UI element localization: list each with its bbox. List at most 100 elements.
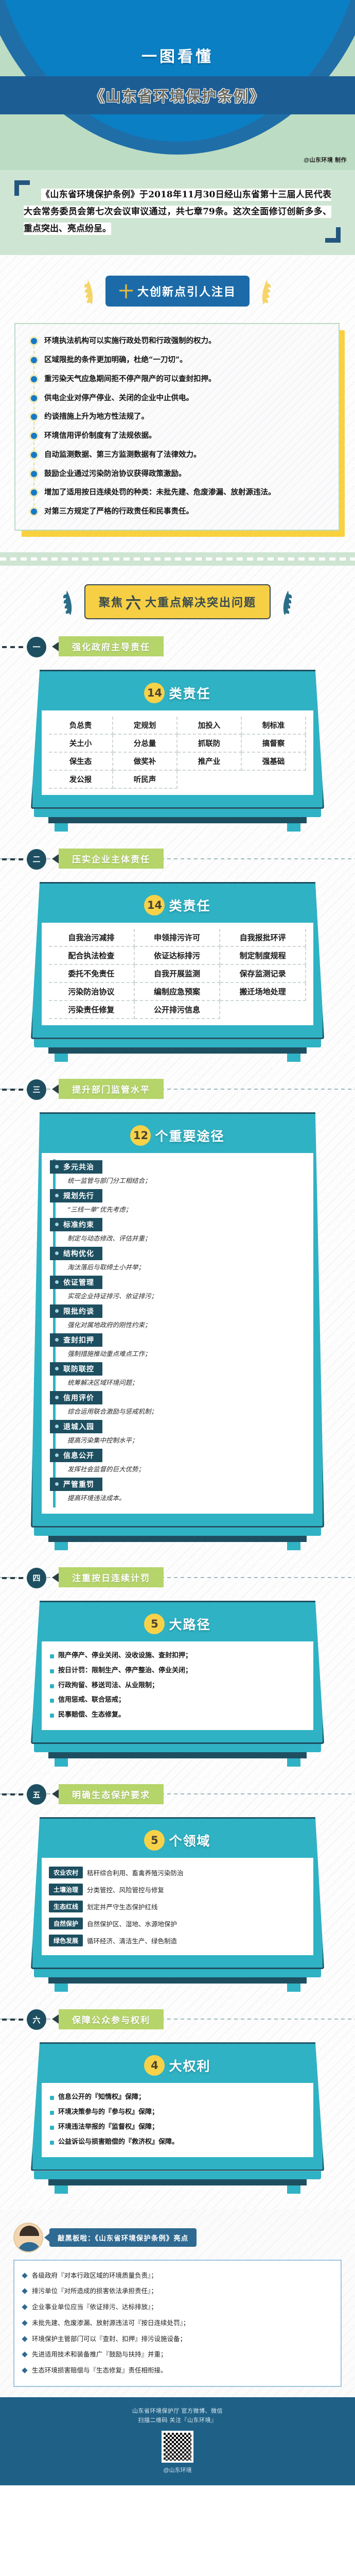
path-desc: 提高环境违法成本。 (67, 1494, 126, 1502)
grid-word: 制定制度规程 (220, 946, 306, 965)
path-caption: 联防联控 (50, 1362, 102, 1376)
field-text: 自然保护区、湿地、水源地保护 (87, 1920, 177, 1928)
focus-card-6: 六 保障公众参与权利 4 大权利 信息公开的『知情权』保障； 环境决策参与的『参… (0, 2005, 355, 2194)
field-tag: 自然保护 (49, 1918, 83, 1930)
infographic-page: 一图看懂 《山东省环境保护条例》 @山东环境 制作 《山东省环境保护条例》于20… (0, 0, 355, 2485)
focus-card-1: 一 强化政府主导责任 14 类责任 负总责 定规划 加投入 制标准 (0, 633, 355, 832)
rail-line (0, 1577, 355, 1578)
path-desc: 强化对属地政府的刚性约束； (67, 1320, 151, 1329)
list-item: 供电企业对停产停业、关闭的企业中止供电。 (31, 393, 329, 404)
list-item: 增加了适用按日连续处罚的种类：未批先建、危废渗漏、放射源违法。 (31, 487, 329, 498)
card-tag-label: 明确生态保护要求 (59, 1784, 164, 1804)
path-caption: 标准约束 (50, 1217, 102, 1231)
path-item: 退城入园提高污染集中控制水平； (50, 1419, 307, 1445)
path-caption-text: 退城入园 (63, 1422, 94, 1431)
monitor-legs (31, 1541, 324, 1550)
grid-word: 公开排污信息 (134, 1001, 221, 1019)
card-count-badge: 12 (130, 1125, 151, 1146)
grid-word: 配合执法检查 (49, 946, 135, 965)
monitor-leg (55, 1541, 68, 1550)
bullet-dot-icon (55, 1251, 59, 1256)
rail-line (0, 858, 355, 859)
footer-line-2: 扫描二维码 关注『山东环境』 (138, 2417, 217, 2424)
avatar-body (17, 2242, 41, 2251)
bullet-item: 信息公开的『知情权』保障； (50, 2090, 305, 2105)
path-caption-text: 查封扣押 (63, 1336, 94, 1345)
footer-brand: @山东环境 (163, 2467, 192, 2474)
grid-word: 强基础 (242, 752, 306, 771)
card-count-label: 大路径 (169, 1617, 211, 1632)
list-item: 区域限批的条件更加明确，杜绝“一刀切”。 (31, 354, 329, 366)
path-caption: 结构优化 (50, 1246, 102, 1260)
footer-bar: 山东省环境保护厅 官方微博、微信 扫描二维码 关注『山东环境』 @山东环境 (0, 2397, 355, 2486)
six-banner-prefix: 聚焦 (98, 596, 123, 609)
intro-text: 《山东省环境保护条例》于2018年11月30日经山东省第十三届人民代表大会常务委… (24, 189, 331, 235)
path-desc: 发挥社会监督的巨大优势； (67, 1465, 145, 1473)
path-item: 标准约束 制定与动态修改、评估并重； (50, 1217, 307, 1243)
card-count-badge: 14 (144, 682, 165, 703)
grid-word: 污染责任修复 (49, 1001, 135, 1019)
grid-word: 做奖补 (113, 752, 177, 771)
corner-bracket-icon (14, 180, 30, 196)
bullet-dot-icon (55, 1338, 59, 1342)
paths-list: 多元共治统一监管与部门分工相结合； 规划先行 “三线一单”优先考虑； 标准约束 制定… (42, 1153, 313, 1514)
ten-innovations-section: 十 大创新点引人注目 环境执法机构可以实施行政处罚和行政强制的权力。 区域限批的… (0, 255, 355, 552)
page-subtitle: 《山东省环境保护条例》 (90, 88, 265, 105)
path-caption: 信息公开 (50, 1448, 102, 1462)
monitor-legs (31, 2185, 324, 2194)
path-desc: 淘汰落后与取缔土小并举； (67, 1263, 145, 1271)
card-tag-label: 压实企业主体责任 (59, 849, 164, 869)
note-item: 各级政府『对本行政区域的环境质量负责』； (23, 2268, 332, 2284)
qr-cells (164, 2433, 191, 2461)
field-tag: 生态红线 (49, 1901, 83, 1913)
list-item: 鼓励企业通过污染防治协议获得政策激励。 (31, 468, 329, 480)
card-title-row: 14 类责任 (42, 894, 313, 916)
path-caption-text: 标准约束 (63, 1221, 94, 1229)
focus-card-5: 五 明确生态保护要求 5 个领域 农业农村 秸秆综合利用、畜禽养殖污染防治 土壤治… (0, 1780, 355, 1992)
avatar (13, 2222, 43, 2252)
responsibility-grid: 负总责 定规划 加投入 制标准 关土小 分总量 抓联防 搞督察 保生态 做奖补 … (49, 716, 306, 789)
card-tag-label: 提升部门监管水平 (59, 1079, 164, 1099)
monitor-neck (48, 1977, 307, 1984)
field-tag: 农业农村 (49, 1867, 83, 1879)
monitor-legs (31, 823, 324, 832)
path-desc: 统一监管与部门分工相结合； (67, 1176, 151, 1184)
monitor-shape: 12 个重要途径 多元共治统一监管与部门分工相结合； 规划先行 “三线一单”优先考… (31, 1112, 324, 1550)
note-item: 排污单位『对所造成的损害依法承担责任』； (23, 2283, 332, 2299)
card-count-badge: 5 (144, 1830, 165, 1851)
connector-line (2, 858, 28, 860)
path-item: 限批约谈强化对属地政府的刚性约束； (50, 1304, 307, 1329)
card-count-badge: 14 (144, 894, 165, 916)
card-count-label: 个重要途径 (155, 1128, 225, 1144)
grid-word: 自我开展监测 (134, 964, 221, 983)
bullet-dot-icon (55, 1165, 59, 1169)
path-item: 规划先行 “三线一单”优先考虑； (50, 1189, 307, 1214)
monitor-neck (48, 1752, 307, 1759)
card-index-badge: 四 (27, 1567, 46, 1588)
path-desc: 综合运用联合激励与惩戒机制； (67, 1407, 158, 1415)
intro-paragraph: 《山东省环境保护条例》于2018年11月30日经山东省第十三届人民代表大会常务委… (15, 183, 340, 240)
path-caption: 多元共治 (50, 1160, 102, 1174)
connector-line (2, 1577, 28, 1579)
path-desc: 提高污染集中控制水平； (67, 1436, 138, 1444)
grid-word: 加投入 (177, 716, 242, 735)
path-caption: 退城入园 (50, 1419, 102, 1433)
list-item: 环境执法机构可以实施行政处罚和行政强制的权力。 (31, 335, 329, 347)
monitor-neck (48, 817, 307, 823)
path-item: 信息公开发挥社会监督的巨大优势； (50, 1448, 307, 1473)
bullet-item: 民事赔偿、生态修复。 (50, 1708, 305, 1723)
note-item: 生态环境损害赔偿与『生态修复』责任相衔接。 (23, 2363, 332, 2379)
connector-line (2, 646, 28, 648)
footer-line-1: 山东省环境保护厅 官方微博、微信 (132, 2408, 223, 2414)
note-item: 企业事业单位应当『依证排污、达标排放』； (23, 2299, 332, 2315)
grid-word: 污染防治协议 (49, 982, 135, 1001)
field-text: 循环经济、清洁生产、绿色制造 (87, 1937, 177, 1945)
hero-arc-inner (0, 0, 355, 142)
path-item: 严管重罚 提高环境违法成本。 (50, 1477, 307, 1502)
monitor-leg (287, 1053, 300, 1062)
card-tag-label: 强化政府主导责任 (59, 636, 164, 657)
note-item: 环境保护主管部门可以『查封、扣押』排污设施设备； (23, 2331, 332, 2347)
bullet-dot-icon (55, 1453, 59, 1458)
path-caption-text: 联防联控 (63, 1365, 94, 1374)
path-caption-text: 限批约谈 (63, 1307, 94, 1316)
